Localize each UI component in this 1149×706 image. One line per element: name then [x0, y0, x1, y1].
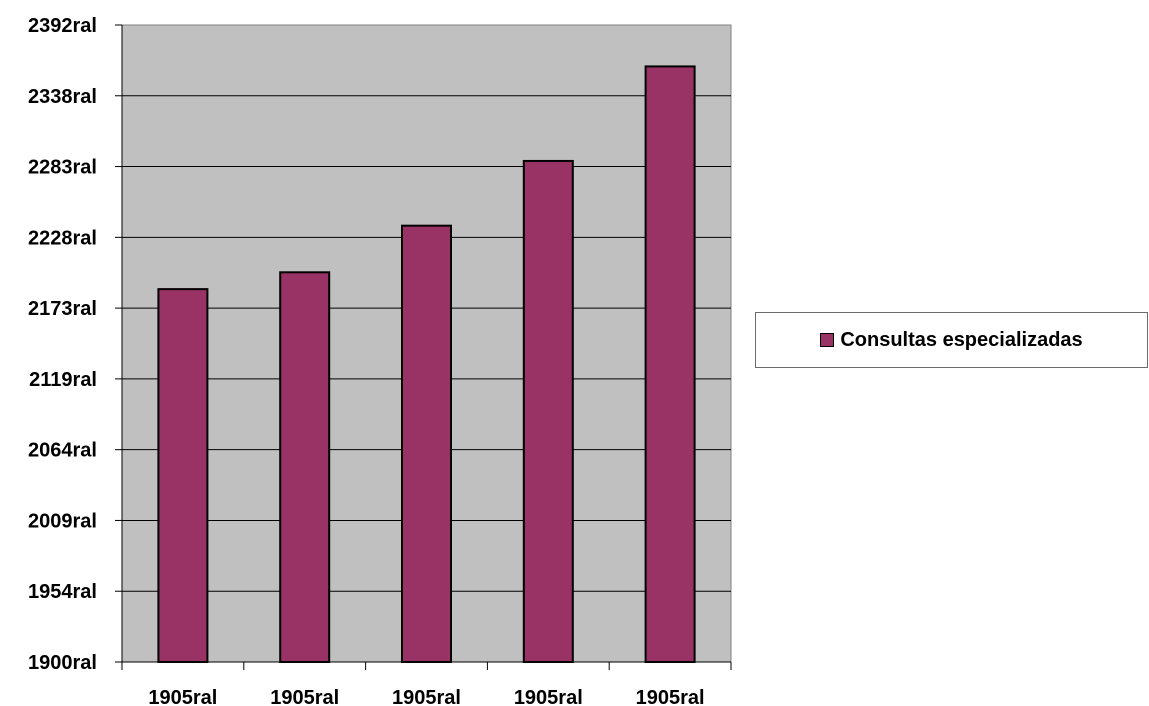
bar	[522, 159, 574, 663]
x-tick-label: 1905ral	[636, 687, 705, 706]
y-tick-label: 1954ral	[28, 581, 97, 603]
bars	[157, 65, 696, 663]
bar	[644, 65, 696, 663]
bar	[157, 288, 209, 663]
x-tick-label: 1905ral	[148, 687, 217, 706]
legend-label: Consultas especializadas	[840, 328, 1083, 351]
y-tick-labels: 1900ral 1954ral 2009ral 2064ral 2119ral 2173r…	[28, 15, 97, 674]
y-tick-label: 2338ral	[28, 86, 97, 108]
axes	[121, 25, 732, 670]
bar	[279, 271, 331, 663]
legend-swatch	[820, 333, 835, 347]
y-tick-label: 2119ral	[29, 369, 97, 391]
y-tick-label: 2173ral	[28, 298, 97, 320]
y-tick-label: 2392ral	[28, 15, 97, 37]
legend: Consultas especializadas	[755, 312, 1148, 368]
x-tick-label: 1905ral	[514, 687, 583, 706]
y-tick-label: 2283ral	[28, 157, 97, 179]
x-tick-label: 1905ral	[392, 687, 461, 706]
y-tick-label: 2064ral	[28, 440, 97, 462]
x-tick-label: 1905ral	[270, 687, 339, 706]
x-tick-labels: 1905ral 1905ral 1905ral 1905ral 1905ral	[148, 687, 704, 706]
y-tick-label: 2009ral	[28, 510, 97, 532]
y-tick-label: 2228ral	[28, 227, 97, 249]
y-tick-label: 1900ral	[28, 652, 97, 674]
bar	[401, 224, 452, 663]
